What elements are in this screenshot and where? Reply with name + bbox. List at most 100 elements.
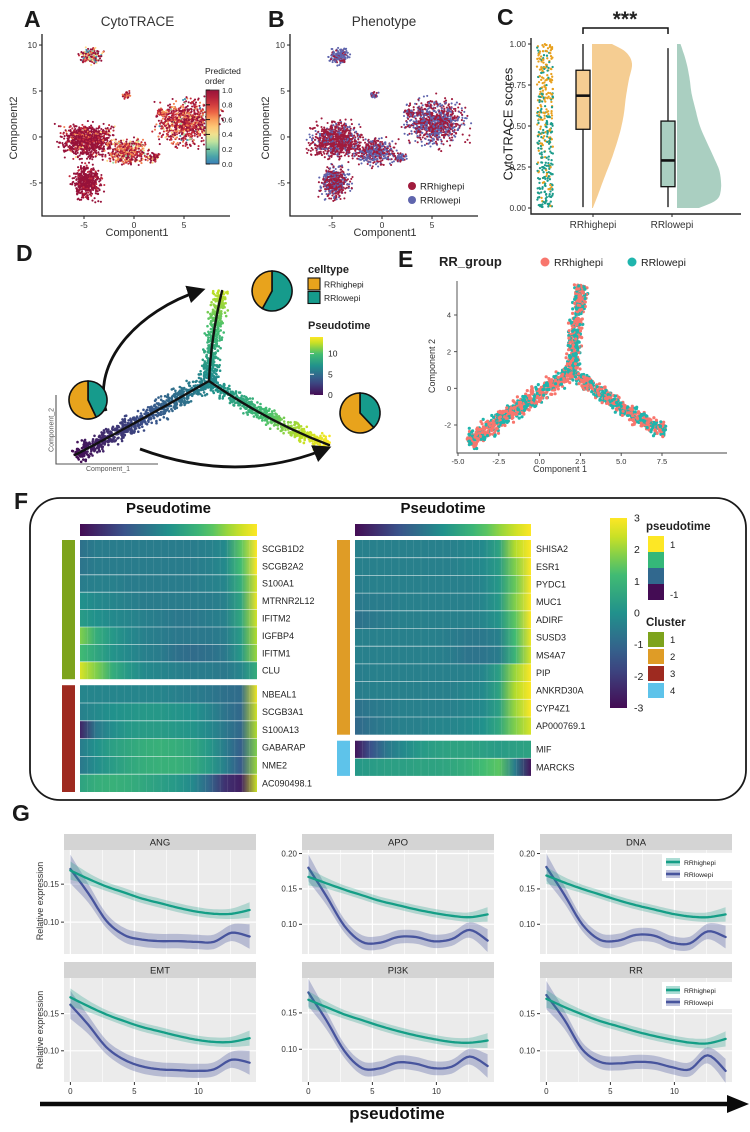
gene-label: ANKRD30A (536, 686, 584, 696)
colorbar-tick: 0.0 (222, 160, 232, 169)
rr-group-legend-item: RRlowepi (641, 257, 686, 269)
facet-title: EMT (150, 966, 170, 977)
gene-label: AP000769.1 (536, 721, 586, 731)
predicted-order-legend-title: order (205, 76, 225, 86)
line-green-ANG (69, 869, 251, 916)
g-ytick: 0.15 (519, 885, 535, 894)
panel-letter-e: E (398, 246, 414, 272)
facet-title: DNA (626, 838, 647, 849)
heatmap-row-CLU (80, 661, 257, 680)
ribbon-blue-PI3K (308, 978, 488, 1078)
gene-label: MARCKS (536, 762, 575, 772)
g-xtick: 5 (132, 1087, 137, 1096)
facet-title: RR (629, 966, 643, 977)
cytotrace-scatter-points (53, 46, 225, 204)
facet-legend-box (662, 982, 736, 1009)
gene-label: MTRNR2L12 (262, 596, 315, 606)
gene-label: SCGB1D2 (262, 544, 304, 554)
pseudotime-annotation-bar (355, 524, 531, 536)
heatmap-left-title: Pseudotime (125, 500, 212, 517)
facet-strip-RR (540, 962, 732, 978)
heatmap-row-S100A13 (80, 720, 257, 739)
heatmap-row-SUSD3 (355, 628, 531, 647)
half-violin-RRlowepi (677, 44, 722, 208)
facet-legend-item: RRlowepi (684, 872, 714, 879)
heatmap-row-AC090498.1 (80, 774, 257, 792)
panel-f-heatmaps: SCGB1D2 SCGB2A2 S100A1 MTRNR2L12 IFITM2 IGFBP… (29, 497, 747, 801)
gene-label: IFITM2 (262, 614, 291, 624)
pseudotime-annotation-bar (80, 524, 257, 536)
a-ytick: -5 (29, 178, 37, 188)
gene-label: GABARAP (262, 743, 306, 753)
colorbar-tick: 0.2 (222, 145, 232, 154)
b-ytick: -5 (277, 178, 285, 188)
trajectory-skeleton (207, 289, 224, 383)
heatmap-row-IFITM1 (80, 644, 257, 662)
facet-title: APO (388, 838, 408, 849)
c-ytick: 0.75 (509, 80, 526, 90)
heatmap-row-PIP (355, 663, 531, 682)
pie-top-rrlowepi (261, 270, 293, 312)
gene-label: CYP4Z1 (536, 703, 570, 713)
b-xtick: 0 (380, 220, 385, 230)
heatmap-row-ESR1 (355, 557, 531, 576)
significance-stars: *** (613, 8, 638, 31)
heatmap-row-MARCKS (355, 758, 531, 776)
line-green-PI3K (307, 998, 489, 1044)
line-blue-APO (307, 866, 489, 945)
panel-c-raincloud-plot: 1.00 0.75 0.50 0.25 0.00 RRhighepi RRlowepi *** (509, 8, 741, 231)
heatmap-row-GABARAP (80, 738, 257, 757)
gene-label: NBEAL1 (262, 689, 297, 699)
c-category-label: RRlowepi (651, 220, 694, 231)
pseudotime-colorbar (310, 337, 323, 395)
pseudotime-tick: 10 (328, 349, 338, 359)
heatmap-row-PYDC1 (355, 575, 531, 594)
facet-legend-item: RRhighepi (684, 988, 716, 995)
e-xtick: 2.5 (575, 457, 585, 466)
gene-label: SCGB3A1 (262, 707, 304, 717)
trajectory-skeleton (73, 379, 211, 457)
boxplot-RRhighepi (575, 69, 591, 130)
panel-d-trajectory-plot: celltype RRhighepi RRlowepi Pseudotime 10 5 0 (55, 264, 381, 469)
b-xtick: 5 (430, 220, 435, 230)
a-xtick: -5 (80, 220, 88, 230)
heatmap-row-CYP4Z1 (355, 699, 531, 717)
panel-a-xlabel: Component1 (105, 227, 169, 239)
line-green-APO (307, 875, 489, 919)
trajectory-arrow-right (139, 445, 332, 469)
gene-label: SUSD3 (536, 633, 566, 643)
ribbon-blue-DNA (546, 853, 726, 951)
g-xtick: 0 (306, 1087, 311, 1096)
c-ytick: 0.00 (509, 203, 526, 213)
f-cluster-legend-title: Cluster (646, 617, 686, 629)
g-xtick: 10 (432, 1087, 441, 1096)
gene-label: PYDC1 (536, 579, 566, 589)
c-category-label: RRhighepi (570, 220, 617, 231)
e-xtick: -2.5 (492, 457, 505, 466)
facet-strip-EMT (64, 962, 256, 978)
a-xtick: 0 (132, 220, 137, 230)
pseudotime-legend-title: Pseudotime (308, 320, 370, 332)
g-xtick: 0 (68, 1087, 73, 1096)
ribbon-blue-APO (308, 854, 488, 952)
f-pseudotime-bottom: -1 (670, 590, 678, 601)
panel-b-phenotype-plot: -5 0 5 10 -5 0 5 RRhighepi RRlowepi (276, 34, 478, 230)
pie-left-rrlowepi (87, 380, 108, 419)
f-cluster-legend-item: 1 (670, 635, 675, 646)
a-ytick: 5 (32, 86, 37, 96)
facet-legend-item: RRhighepi (684, 860, 716, 867)
c-ytick: 0.25 (509, 162, 526, 172)
gene-label: SHISA2 (536, 544, 568, 554)
g-ytick: 0.10 (281, 1045, 297, 1054)
e-ytick: 2 (447, 347, 451, 356)
celltype-legend-title: celltype (308, 264, 349, 276)
gene-label: IGFBP4 (262, 631, 294, 641)
cytotrace-strip-dots (535, 42, 555, 209)
cluster-1-sidebar (62, 540, 75, 680)
expression-colorbar-tick: -2 (634, 671, 643, 683)
panel-b-title: Phenotype (351, 14, 417, 29)
line-blue-PI3K (307, 991, 489, 1071)
e-xtick: 0.0 (534, 457, 544, 466)
phenotype-scatter-points (305, 46, 473, 202)
